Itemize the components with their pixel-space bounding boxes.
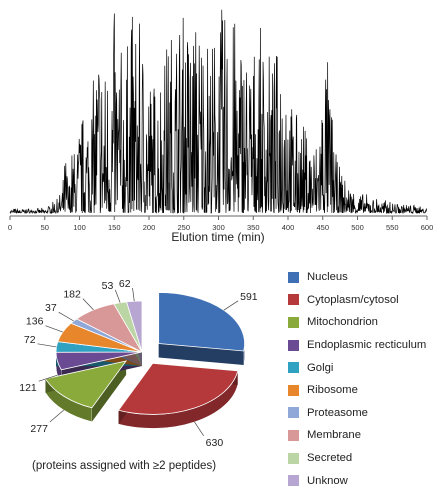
legend-swatch [288, 362, 299, 373]
legend-label: Mitochondrion [307, 316, 378, 328]
legend-swatch [288, 407, 299, 418]
pie-leader-proteasome [59, 312, 74, 321]
legend-label: Nucleus [307, 271, 348, 283]
legend-swatch [288, 385, 299, 396]
legend-label: Ribosome [307, 384, 358, 396]
legend-swatch [288, 475, 299, 486]
legend-swatch [288, 317, 299, 328]
legend-swatch [288, 340, 299, 351]
legend-label: Secreted [307, 452, 352, 464]
legend-item-endoplasmic-recticulum: Endoplasmic recticulum [288, 334, 435, 357]
legend-label: Membrane [307, 429, 361, 441]
pie-leader-golgi [38, 344, 57, 347]
x-axis-title: Elution time (min) [171, 230, 264, 244]
pie-leader-ribosome [45, 326, 62, 332]
x-tick-label-150: 150 [108, 223, 121, 232]
x-tick-label-550: 550 [386, 223, 399, 232]
pie-data-label-endoplasmic-recticulum: 121 [19, 382, 37, 394]
x-tick-label-450: 450 [316, 223, 329, 232]
legend-label: Golgi [307, 362, 333, 374]
legend-item-secreted: Secreted [288, 447, 435, 470]
legend-item-cytoplasm-cytosol: Cytoplasm/cytosol [288, 289, 435, 312]
legend-item-unknow: Unknow [288, 469, 435, 492]
pie-leader-membrane [83, 299, 94, 310]
legend-item-mitochondrion: Mitochondrion [288, 311, 435, 334]
pie-data-label-nucleus: 591 [240, 291, 258, 303]
legend-item-membrane: Membrane [288, 424, 435, 447]
pie-leader-nucleus [224, 301, 238, 310]
legend-swatch [288, 453, 299, 464]
legend-swatch [288, 294, 299, 305]
legend-item-nucleus: Nucleus [288, 266, 435, 289]
chromatogram-series-line [10, 10, 427, 213]
pie-leader-cytoplasm-cytosol [194, 422, 203, 436]
pie-leader-unknow [133, 288, 135, 301]
x-tick-label-0: 0 [8, 223, 12, 232]
pie-data-label-secreted: 53 [102, 280, 114, 292]
pie-data-label-cytoplasm-cytosol: 630 [206, 437, 224, 449]
legend-item-golgi: Golgi [288, 356, 435, 379]
pie-slice-nucleus [159, 292, 245, 350]
pie-data-label-ribosome: 136 [26, 316, 44, 328]
pie-data-label-unknow: 62 [119, 278, 131, 290]
x-tick-label-200: 200 [143, 223, 156, 232]
pie-legend: Nucleus Cytoplasm/cytosol Mitochondrion End… [288, 266, 435, 492]
pie-footnote: (proteins assigned with ≥2 peptides) [32, 460, 216, 472]
legend-swatch [288, 272, 299, 283]
x-tick-label-500: 500 [351, 223, 364, 232]
pie-data-label-golgi: 72 [24, 334, 36, 346]
x-tick-label-50: 50 [41, 223, 49, 232]
legend-swatch [288, 430, 299, 441]
legend-label: Proteasome [307, 407, 368, 419]
x-tick-label-400: 400 [282, 223, 295, 232]
pie-data-label-membrane: 182 [63, 289, 81, 301]
pie-leader-secreted [115, 290, 120, 303]
legend-item-proteasome: Proteasome [288, 402, 435, 425]
x-tick-label-600: 600 [421, 223, 434, 232]
pie-data-label-proteasome: 37 [45, 302, 57, 314]
legend-label: Endoplasmic recticulum [307, 339, 426, 351]
legend-label: Cytoplasm/cytosol [307, 294, 399, 306]
pie-leader-mitochondrion [50, 410, 64, 422]
legend-item-ribosome: Ribosome [288, 379, 435, 402]
pie-data-label-mitochondrion: 277 [30, 423, 48, 435]
legend-label: Unknow [307, 475, 348, 487]
x-tick-label-100: 100 [73, 223, 86, 232]
chromatogram-trace [10, 10, 427, 213]
